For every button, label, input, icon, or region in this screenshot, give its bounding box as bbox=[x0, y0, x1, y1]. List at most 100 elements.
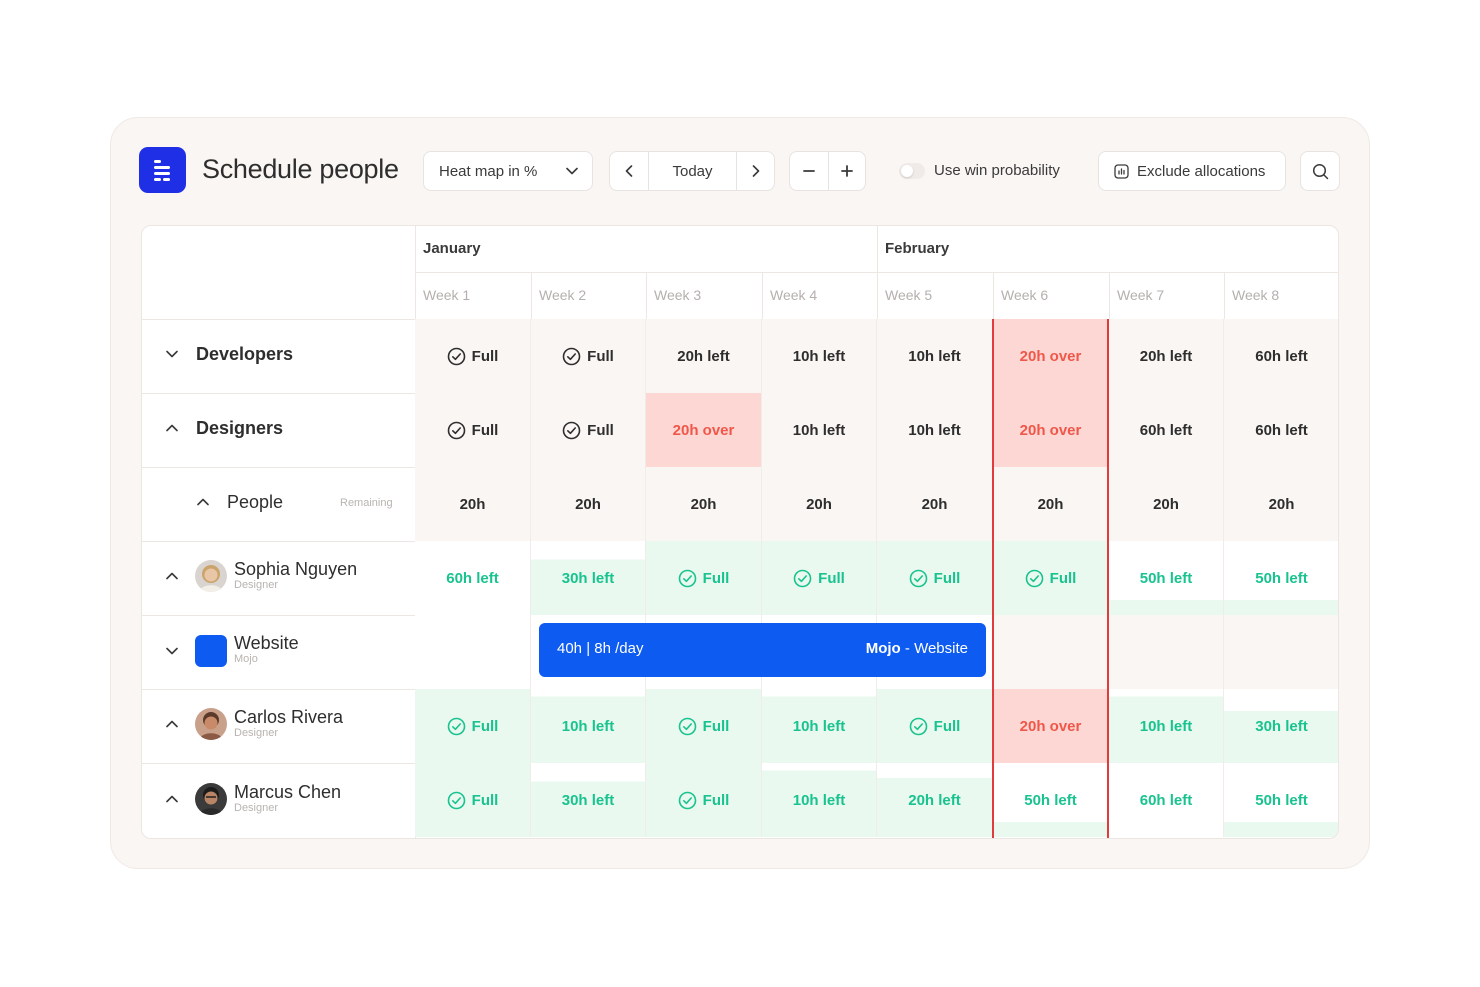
empty-cell bbox=[993, 615, 1109, 689]
schedule-cell[interactable]: 20h bbox=[646, 467, 762, 541]
schedule-cell[interactable]: 10h left bbox=[762, 319, 877, 393]
schedule-cell[interactable]: 10h left bbox=[762, 689, 877, 763]
schedule-cell[interactable]: 60h left bbox=[1109, 763, 1224, 837]
person-sophia[interactable]: Sophia Nguyen Designer bbox=[234, 559, 357, 592]
cell-value: 10h left bbox=[561, 717, 615, 735]
person-marcus[interactable]: Marcus Chen Designer bbox=[234, 782, 341, 815]
schedule-cell[interactable]: 20h bbox=[762, 467, 877, 541]
schedule-cell[interactable]: 20h bbox=[415, 467, 531, 541]
schedule-cell[interactable]: 20h left bbox=[1109, 319, 1224, 393]
group-developers[interactable]: Developers bbox=[196, 344, 294, 364]
schedule-cell[interactable]: 20h bbox=[993, 467, 1109, 541]
schedule-cell[interactable]: Full bbox=[415, 689, 531, 763]
schedule-cell[interactable]: Full bbox=[646, 541, 762, 615]
schedule-cell[interactable]: Full bbox=[415, 763, 531, 837]
chevron-up-icon[interactable] bbox=[166, 720, 178, 728]
week-label: Week 2 bbox=[539, 287, 587, 303]
cell-value: 10h left bbox=[1139, 717, 1193, 735]
schedule-cell[interactable]: Full bbox=[762, 541, 877, 615]
exclude-allocations-button[interactable]: Exclude allocations bbox=[1098, 151, 1286, 191]
zoom-in-button[interactable] bbox=[828, 152, 865, 190]
schedule-cell[interactable]: Full bbox=[415, 393, 531, 467]
cell-value: 60h left bbox=[1139, 421, 1193, 439]
cell-value: 30h left bbox=[561, 791, 615, 809]
schedule-cell[interactable]: 20h over bbox=[993, 689, 1109, 763]
schedule-cell[interactable]: Full bbox=[531, 393, 646, 467]
cell-value: 20h bbox=[690, 495, 717, 513]
cell-value: 10h left bbox=[792, 717, 846, 735]
schedule-cell[interactable]: 60h left bbox=[1109, 393, 1224, 467]
schedule-cell[interactable]: 20h over bbox=[993, 393, 1109, 467]
cell-value: 20h over bbox=[672, 421, 735, 439]
schedule-cell[interactable]: 60h left bbox=[1224, 319, 1338, 393]
chevron-down-icon[interactable] bbox=[166, 350, 178, 358]
cell-value: Full bbox=[818, 569, 845, 587]
schedule-cell[interactable]: 20h left bbox=[877, 763, 993, 837]
chevron-up-icon[interactable] bbox=[166, 795, 178, 803]
schedule-cell[interactable]: 10h left bbox=[762, 393, 877, 467]
schedule-cell[interactable]: 10h left bbox=[531, 689, 646, 763]
cell-value: 10h left bbox=[792, 347, 846, 365]
check-circle-icon bbox=[447, 717, 465, 735]
search-button[interactable] bbox=[1300, 151, 1340, 191]
schedule-cell[interactable]: 10h left bbox=[877, 393, 993, 467]
week-label: Week 5 bbox=[885, 287, 933, 303]
chevron-up-icon[interactable] bbox=[166, 572, 178, 580]
schedule-cell[interactable]: 30h left bbox=[1224, 689, 1338, 763]
schedule-cell[interactable]: Full bbox=[531, 319, 646, 393]
schedule-cell[interactable]: 20h bbox=[877, 467, 993, 541]
header-divider bbox=[415, 272, 1338, 273]
avatar bbox=[195, 783, 227, 815]
zoom-out-button[interactable] bbox=[790, 152, 828, 190]
cell-value: 10h left bbox=[908, 347, 961, 365]
project-website[interactable]: Website Mojo bbox=[234, 633, 299, 666]
schedule-cell[interactable]: 10h left bbox=[877, 319, 993, 393]
view-select[interactable]: Heat map in % bbox=[423, 151, 593, 191]
schedule-cell[interactable]: 50h left bbox=[993, 763, 1109, 837]
schedule-cell[interactable]: 10h left bbox=[1109, 689, 1224, 763]
prev-week-button[interactable] bbox=[610, 152, 648, 190]
schedule-cell[interactable]: 50h left bbox=[1224, 541, 1338, 615]
cell-value: 50h left bbox=[1255, 791, 1308, 809]
chevron-up-icon[interactable] bbox=[166, 424, 178, 432]
schedule-cell[interactable]: 30h left bbox=[531, 541, 646, 615]
schedule-cell[interactable]: 60h left bbox=[415, 541, 531, 615]
schedule-cell[interactable]: 20h left bbox=[646, 319, 762, 393]
allocation-bar[interactable]: 40h | 8h /day Mojo - Website bbox=[539, 623, 986, 677]
win-probability-toggle[interactable] bbox=[899, 163, 925, 179]
schedule-cell[interactable]: 60h left bbox=[1224, 393, 1338, 467]
schedule-cell[interactable]: 20h over bbox=[646, 393, 762, 467]
chevron-up-icon[interactable] bbox=[197, 498, 209, 506]
cell-value: 50h left bbox=[1139, 569, 1193, 587]
schedule-cell[interactable]: 20h over bbox=[993, 319, 1109, 393]
check-circle-icon bbox=[793, 569, 812, 587]
schedule-cell[interactable]: 50h left bbox=[1109, 541, 1224, 615]
schedule-cell[interactable]: Full bbox=[415, 319, 531, 393]
cell-value: Full bbox=[1049, 569, 1077, 587]
cell-value: 20h bbox=[1153, 495, 1179, 513]
today-button[interactable]: Today bbox=[648, 152, 736, 190]
schedule-cell[interactable]: 20h bbox=[531, 467, 646, 541]
person-carlos[interactable]: Carlos Rivera Designer bbox=[234, 707, 343, 740]
person-role: Designer bbox=[234, 579, 279, 591]
next-week-button[interactable] bbox=[736, 152, 774, 190]
schedule-cell[interactable]: Full bbox=[646, 689, 762, 763]
cell-value: Full bbox=[933, 569, 961, 587]
schedule-cell[interactable]: Full bbox=[646, 763, 762, 837]
today-marker-right bbox=[1107, 319, 1109, 838]
week-label: Week 7 bbox=[1117, 287, 1165, 303]
schedule-cell[interactable]: 20h bbox=[1109, 467, 1224, 541]
schedule-cell[interactable]: Full bbox=[993, 541, 1109, 615]
allocation-project-name: Website bbox=[914, 640, 968, 657]
schedule-cell[interactable]: Full bbox=[877, 541, 993, 615]
project-color-swatch bbox=[195, 635, 227, 667]
schedule-cell[interactable]: 20h bbox=[1224, 467, 1338, 541]
chevron-down-icon[interactable] bbox=[166, 647, 178, 655]
schedule-cell[interactable]: 10h left bbox=[762, 763, 877, 837]
cell-value: Full bbox=[702, 791, 730, 809]
cell-value: 30h left bbox=[1255, 717, 1308, 735]
schedule-cell[interactable]: 50h left bbox=[1224, 763, 1338, 837]
schedule-cell[interactable]: 30h left bbox=[531, 763, 646, 837]
group-designers[interactable]: Designers bbox=[196, 418, 284, 438]
schedule-cell[interactable]: Full bbox=[877, 689, 993, 763]
